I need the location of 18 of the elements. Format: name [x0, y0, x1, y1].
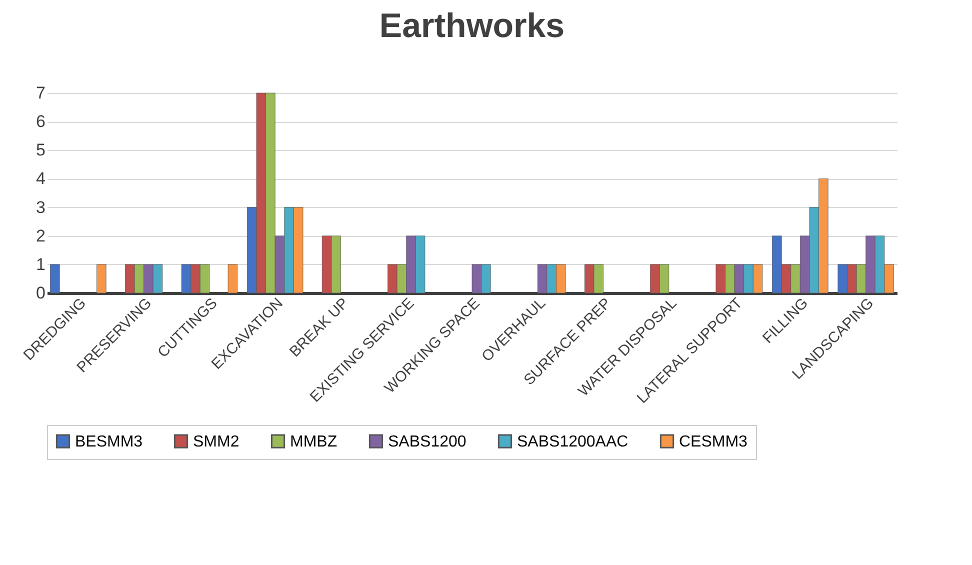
- y-tick-label: 7: [36, 84, 46, 102]
- legend-label: SABS1200: [388, 433, 466, 450]
- y-tick-label: 2: [36, 226, 46, 246]
- y-tick-label: 6: [36, 112, 46, 132]
- bar: [228, 264, 238, 294]
- bar: [50, 264, 60, 294]
- legend-label: SABS1200AAC: [517, 433, 628, 450]
- bar: [96, 264, 106, 294]
- legend-label: BESMM3: [75, 433, 143, 450]
- y-tick-label: 5: [36, 140, 46, 160]
- chart-title: Earthworks: [379, 7, 565, 45]
- legend-label: CESMM3: [679, 433, 748, 450]
- y-tick-label: 3: [36, 198, 46, 217]
- legend-label: MMBZ: [290, 433, 338, 450]
- y-tick-label: 4: [36, 169, 46, 188]
- y-tick-label: 0: [36, 284, 46, 302]
- y-tick-label: 1: [36, 254, 46, 274]
- legend-label: SMM2: [193, 433, 240, 450]
